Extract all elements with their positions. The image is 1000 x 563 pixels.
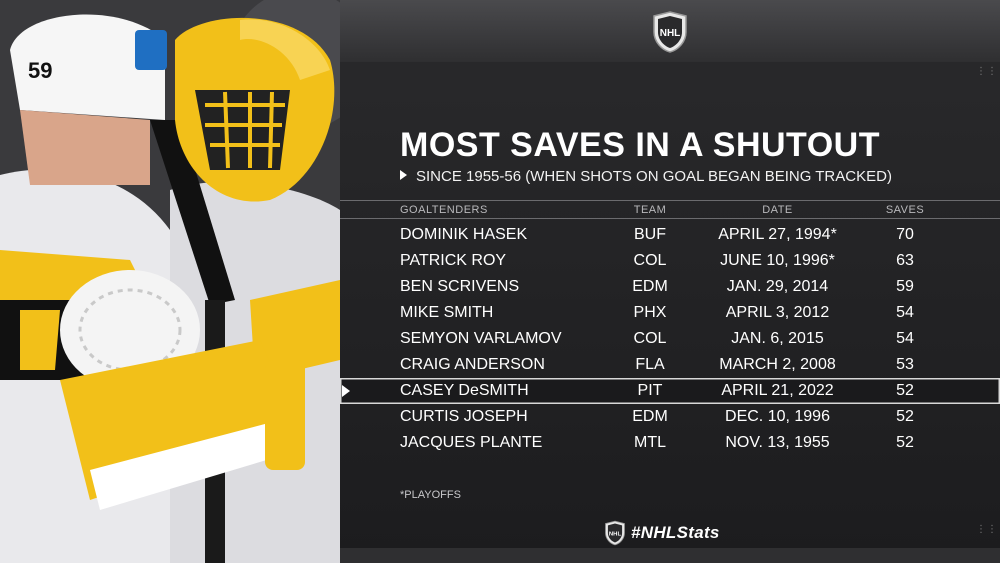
svg-text:NHL: NHL xyxy=(609,531,622,537)
saves: 54 xyxy=(896,304,914,321)
goaltender-name: DOMINIK HASEK xyxy=(400,226,528,243)
goaltender-name: CRAIG ANDERSON xyxy=(400,356,545,373)
hashtag: #NHLStats xyxy=(631,523,720,542)
team: BUF xyxy=(634,226,666,243)
date: APRIL 21, 2022 xyxy=(721,382,834,399)
saves: 52 xyxy=(896,434,914,451)
team: FLA xyxy=(635,356,665,373)
column-header-goaltenders: GOALTENDERS xyxy=(400,204,488,216)
date: JAN. 29, 2014 xyxy=(726,278,829,295)
nhl-shield-small-icon: NHL xyxy=(605,520,625,546)
table-row: MIKE SMITH PHX APRIL 3, 2012 54 xyxy=(340,300,1000,326)
team: EDM xyxy=(632,408,668,425)
saves: 63 xyxy=(896,252,914,269)
goaltender-name: BEN SCRIVENS xyxy=(400,278,520,295)
table-row: SEMYON VARLAMOV COL JAN. 6, 2015 54 xyxy=(340,326,1000,352)
bottom-bar xyxy=(340,548,1000,563)
column-header-date: DATE xyxy=(762,204,793,216)
play-triangle-icon xyxy=(400,170,407,180)
saves: 52 xyxy=(896,408,914,425)
helmet-number: 59 xyxy=(28,58,52,83)
saves: 52 xyxy=(896,382,914,399)
page-title: MOST SAVES IN A SHUTOUT xyxy=(400,126,880,164)
date: NOV. 13, 1955 xyxy=(725,434,830,451)
team: COL xyxy=(633,330,667,347)
team: MTL xyxy=(634,434,666,451)
date: APRIL 3, 2012 xyxy=(725,304,830,321)
player-photo: 59 xyxy=(0,0,340,563)
saves: 59 xyxy=(896,278,914,295)
goaltender-name: CURTIS JOSEPH xyxy=(400,408,528,425)
date: DEC. 10, 1996 xyxy=(725,408,830,425)
goaltender-name: SEMYON VARLAMOV xyxy=(400,330,562,347)
date: APRIL 27, 1994* xyxy=(718,226,837,243)
goaltender-name: MIKE SMITH xyxy=(400,304,494,321)
saves: 54 xyxy=(896,330,914,347)
subtitle-text: SINCE 1955-56 (WHEN SHOTS ON GOAL BEGAN … xyxy=(416,168,892,185)
date: JAN. 6, 2015 xyxy=(731,330,824,347)
table-row: CURTIS JOSEPH EDM DEC. 10, 1996 52 xyxy=(340,404,1000,430)
svg-text:NHL: NHL xyxy=(660,28,681,39)
corner-dots: ⋮⋮ xyxy=(976,524,998,535)
table-row: CRAIG ANDERSON FLA MARCH 2, 2008 53 xyxy=(340,352,1000,378)
table-row: PATRICK ROY COL JUNE 10, 1996* 63 xyxy=(340,248,1000,274)
table-row: BEN SCRIVENS EDM JAN. 29, 2014 59 xyxy=(340,274,1000,300)
saves: 53 xyxy=(896,356,914,373)
table-row: DOMINIK HASEK BUF APRIL 27, 1994* 70 xyxy=(340,222,1000,248)
team: PIT xyxy=(637,382,663,399)
stats-panel: NHL ⋮⋮ ⋮⋮ MOST SAVES IN A SHUTOUT SINCE … xyxy=(340,0,1000,563)
goaltender-name: PATRICK ROY xyxy=(400,252,507,269)
header-rule-top xyxy=(340,200,1000,201)
corner-dots: ⋮⋮ xyxy=(976,66,998,77)
highlight-arrow-icon xyxy=(342,385,350,397)
celebration-illustration: 59 xyxy=(0,0,340,563)
date: MARCH 2, 2008 xyxy=(719,356,836,373)
goaltender-name: CASEY DeSMITH xyxy=(400,382,529,399)
footnote: *PLAYOFFS xyxy=(400,489,461,501)
date: JUNE 10, 1996* xyxy=(720,252,835,269)
table-row: JACQUES PLANTE MTL NOV. 13, 1955 52 xyxy=(340,430,1000,456)
column-header-saves: SAVES xyxy=(885,204,925,216)
team: PHX xyxy=(633,304,667,321)
table-row-highlighted: CASEY DeSMITH PIT APRIL 21, 2022 52 xyxy=(340,378,1000,404)
nhl-shield-icon: NHL xyxy=(653,11,687,53)
header-rule-bottom xyxy=(340,218,1000,219)
saves: 70 xyxy=(896,226,914,243)
goaltender-name: JACQUES PLANTE xyxy=(400,434,543,451)
team: COL xyxy=(633,252,667,269)
column-header-team: TEAM xyxy=(633,204,667,216)
team: EDM xyxy=(632,278,668,295)
subtitle: SINCE 1955-56 (WHEN SHOTS ON GOAL BEGAN … xyxy=(400,168,892,185)
